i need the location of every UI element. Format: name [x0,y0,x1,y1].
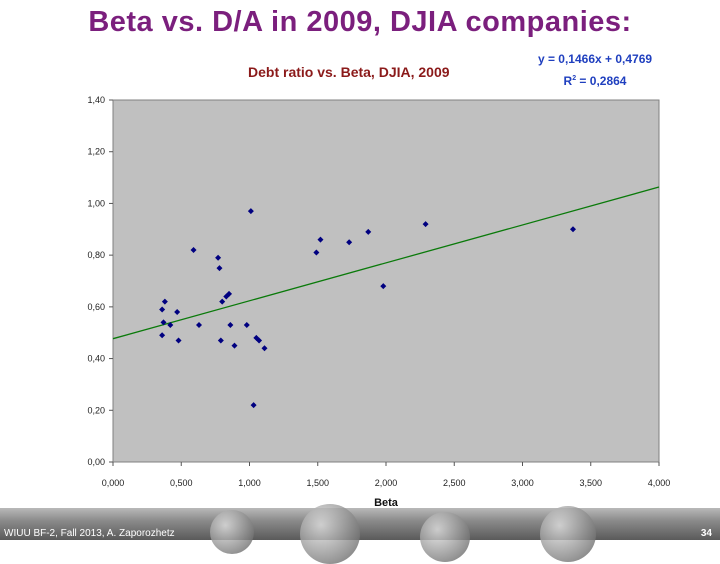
data-point [167,321,174,328]
x-axis-ticks: 0,000 0,500 1,000 1,500 2,000 2,500 3,000 3,500… [102,462,671,488]
r-squared-value: = 0,2864 [576,74,627,88]
data-point [365,228,372,235]
coin-decoration [540,506,596,562]
data-point [175,337,182,344]
r-squared-label: R2 = 0,2864 [540,74,650,88]
data-point [317,236,324,243]
y-tick-label: 0,60 [87,302,105,312]
x-tick-label: 3,500 [579,478,602,488]
data-point [256,337,263,344]
data-point [422,221,429,228]
x-tick-label: 2,500 [443,478,466,488]
y-tick-label: 1,40 [87,95,105,105]
coin-decoration [300,504,360,564]
x-tick-label: 3,000 [511,478,534,488]
data-point [231,342,238,349]
footer-text: WIUU BF-2, Fall 2013, A. Zaporozhetz [4,528,175,539]
x-axis-label: Beta [374,497,399,508]
data-point [174,309,181,316]
data-point [161,298,168,305]
x-tick-label: 4,000 [648,478,671,488]
x-tick-label: 2,000 [375,478,398,488]
data-point [250,402,257,409]
slide-title: Beta vs. D/A in 2009, DJIA companies: [88,6,632,38]
data-point [570,226,577,233]
data-point [247,208,254,215]
y-tick-label: 1,20 [87,147,105,157]
data-point [313,249,320,256]
y-tick-label: 1,00 [87,198,105,208]
data-point [226,290,233,297]
data-point [190,246,197,253]
y-tick-label: 0,20 [87,405,105,415]
coin-decoration [210,510,254,554]
data-point [159,306,166,313]
data-point [160,319,167,326]
y-axis-ticks: 0,00 0,20 0,40 0,60 0,80 1,00 1,20 1,40 [87,95,113,467]
data-point [380,283,387,290]
trendline-equation: y = 0,1466x + 0,4769 [537,52,653,66]
data-point [195,321,202,328]
plot-area [112,99,660,463]
data-point [261,345,268,352]
data-point [216,265,223,272]
chart-title: Debt ratio vs. Beta, DJIA, 2009 [248,64,450,80]
data-point [243,321,250,328]
data-point [217,337,224,344]
coin-decoration [420,512,470,562]
r-squared-exponent: 2 [572,75,577,82]
data-point [215,254,222,261]
x-tick-label: 1,500 [306,478,329,488]
scatter-chart: 0,000,200,400,600,801,001,201,40 0,000 0,… [87,95,671,508]
trendline [112,186,660,340]
y-tick-label: 0,00 [87,457,105,467]
x-tick-label: 0,500 [170,478,193,488]
r-squared-letter: R [563,74,573,88]
data-point [227,321,234,328]
footer-bar [0,504,720,564]
data-points [159,208,577,409]
x-tick-label: 1,000 [238,478,261,488]
data-point [219,298,226,305]
y-tick-label: 0,40 [87,354,105,364]
page-number: 34 [700,528,712,539]
y-tick-label: 0,80 [87,250,105,260]
x-tick-label: 0,000 [102,478,125,488]
data-point [346,239,353,246]
data-point [159,332,166,339]
